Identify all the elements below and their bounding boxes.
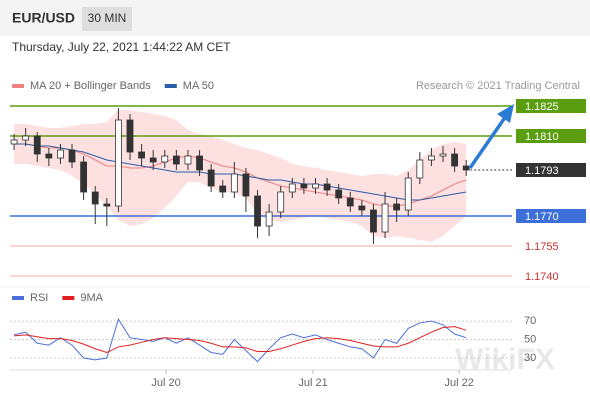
projection-arrow — [468, 115, 508, 169]
y-tick-label: 50 — [524, 333, 536, 345]
level-label: 1.1770 — [525, 211, 559, 223]
rsi-line — [14, 326, 467, 353]
watermark: WikiFX — [455, 343, 555, 376]
symbol: EUR/USD — [12, 10, 75, 26]
candle-body — [138, 151, 145, 159]
candle-body — [254, 195, 261, 227]
level-box — [516, 129, 586, 143]
candle-body — [451, 153, 459, 167]
legend-label: RSI — [30, 292, 48, 304]
candle-body — [323, 183, 331, 191]
x-tick-label: Jul 22 — [444, 377, 473, 389]
source: Research © 2021 Trading Central — [416, 80, 580, 92]
timestamp: Thursday, July 22, 2021 1:44:22 AM CET — [12, 40, 231, 54]
candle-body — [207, 169, 215, 187]
rsi-line — [13, 318, 467, 363]
candle-body — [172, 155, 180, 165]
legend-swatch — [12, 84, 24, 88]
candle-body — [335, 189, 343, 199]
candle-body — [277, 191, 285, 213]
y-tick-label: 70 — [524, 315, 536, 327]
candle-body — [161, 155, 169, 163]
candle-body — [300, 183, 308, 189]
candle-body — [288, 183, 296, 193]
candle-body — [381, 203, 389, 233]
candle-body — [103, 203, 111, 207]
candle-body — [462, 165, 470, 171]
legend-label: 9MA — [80, 292, 103, 304]
legend-label: MA 20 + Bollinger Bands — [30, 80, 151, 92]
candle-body — [358, 205, 366, 211]
legend-swatch — [164, 84, 177, 88]
candle-body — [265, 211, 273, 227]
candle-body — [184, 155, 192, 165]
candle-body — [242, 173, 250, 197]
x-tick-label: Jul 20 — [151, 377, 180, 389]
candle-body — [370, 209, 377, 233]
candle-body — [230, 173, 238, 193]
y-tick-label: 30 — [524, 352, 536, 364]
level-box — [516, 209, 586, 223]
ma-line — [14, 143, 467, 201]
candle-body — [393, 203, 401, 211]
candle-body — [219, 185, 227, 193]
level-label: 1.1740 — [525, 271, 559, 283]
candle-body — [68, 149, 76, 163]
projection-arrowhead — [497, 104, 514, 123]
level-label: 1.1825 — [525, 101, 559, 113]
candle-body — [22, 135, 30, 141]
candle-body — [57, 149, 64, 159]
candle-body — [91, 191, 99, 205]
candle-body — [126, 119, 134, 153]
ma-line — [14, 143, 467, 207]
candle-body — [114, 119, 122, 207]
candle-body — [404, 177, 412, 211]
legend-swatch — [12, 296, 24, 300]
level-label: 1.1810 — [525, 131, 559, 143]
candle-body — [80, 161, 88, 193]
timeframe-badge — [82, 7, 132, 31]
level-box — [516, 163, 586, 177]
candle-body — [428, 155, 435, 161]
candle-body — [45, 153, 53, 159]
candle-body — [33, 135, 41, 155]
level-label: 1.1755 — [525, 241, 559, 253]
candle-body — [312, 183, 319, 189]
legend-swatch — [62, 296, 75, 300]
legend-label: MA 50 — [183, 80, 214, 92]
candle-body — [149, 157, 157, 163]
level-label: 1.1793 — [525, 165, 559, 177]
candle-body — [346, 197, 354, 207]
candle-body — [416, 159, 424, 179]
x-tick-label: Jul 21 — [298, 377, 327, 389]
candle-body — [439, 153, 447, 157]
candle-body — [10, 139, 18, 145]
candle-body — [196, 155, 203, 171]
level-box — [516, 99, 586, 113]
timeframe: 30 MIN — [88, 11, 127, 25]
